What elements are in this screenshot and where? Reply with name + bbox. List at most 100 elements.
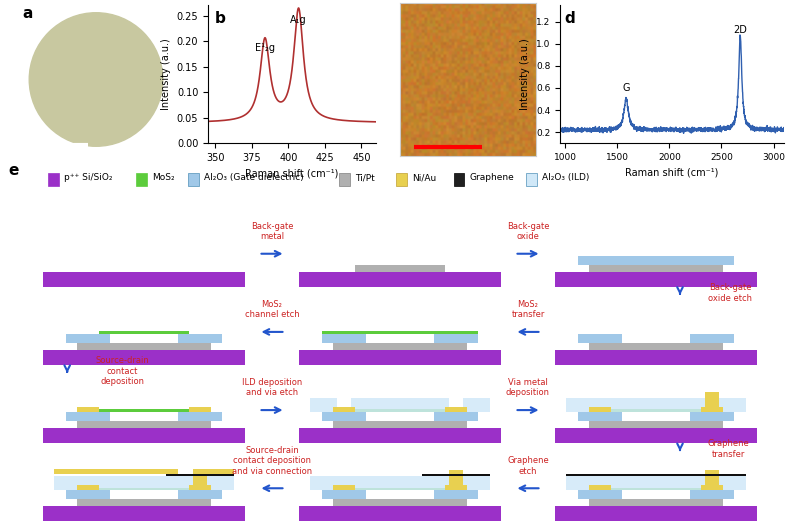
Bar [43,507,245,521]
Text: Graphene: Graphene [469,173,514,182]
Bar [589,343,723,350]
Text: G: G [622,83,630,93]
Bar [110,412,178,421]
Bar [555,507,757,521]
Bar [322,331,478,334]
Text: p⁺⁺ Si/SiO₂: p⁺⁺ Si/SiO₂ [64,173,112,182]
Bar [333,407,355,412]
Bar [706,470,718,490]
Bar [578,412,734,421]
Bar [355,488,445,490]
Bar [299,428,501,443]
Bar [555,350,757,365]
Bar [589,485,611,490]
Bar [310,476,490,490]
Bar [299,272,501,287]
Text: Back-gate
metal: Back-gate metal [250,222,294,241]
Bar [706,392,718,412]
Text: Graphene
transfer: Graphene transfer [708,439,750,459]
Bar [77,499,211,507]
Bar [622,412,690,421]
Bar [194,470,206,490]
Bar [189,485,211,490]
Bar [366,412,434,421]
FancyBboxPatch shape [526,173,537,186]
Bar [310,398,490,412]
FancyBboxPatch shape [397,173,407,186]
Bar [445,407,467,412]
Bar [422,474,490,476]
Bar [566,476,746,490]
Bar [366,334,434,343]
Bar [43,428,245,443]
Bar [333,407,355,412]
Bar [338,398,350,412]
Bar [622,334,690,343]
Text: A₁g: A₁g [290,15,307,25]
Bar [701,407,723,412]
Bar [99,409,189,412]
Bar [54,476,234,490]
Bar [110,490,178,499]
Bar [194,469,234,474]
Bar [99,488,189,490]
Bar [333,343,467,350]
Bar [322,490,478,499]
Y-axis label: Intensity (a.u.): Intensity (a.u.) [520,38,530,110]
Bar [589,421,723,428]
Bar [701,407,723,412]
Bar [189,407,211,412]
Bar [589,499,723,507]
Bar [701,485,723,490]
Bar [355,264,445,272]
Text: Graphene
etch: Graphene etch [507,456,549,475]
Text: ILD deposition
and via etch: ILD deposition and via etch [242,378,302,398]
Bar [54,469,178,474]
Bar [66,490,222,499]
Bar [66,412,222,421]
Text: Source-drain
contact
deposition: Source-drain contact deposition [95,356,149,386]
Bar [450,470,462,490]
Bar [77,485,99,490]
Bar [322,412,478,421]
Bar [589,407,611,412]
Text: e: e [8,163,18,178]
Bar [322,334,478,343]
Text: Al₂O₃ (ILD): Al₂O₃ (ILD) [542,173,590,182]
Bar [578,334,734,343]
Bar [77,343,211,350]
Bar [555,428,757,443]
Bar [450,398,462,412]
Bar [333,499,467,507]
Bar [333,485,355,490]
Text: 2D: 2D [734,25,747,35]
Bar [445,407,467,412]
Bar [578,256,734,264]
Text: E¹₂g: E¹₂g [255,43,275,53]
Bar [701,485,723,490]
Y-axis label: Intensity (a.u.): Intensity (a.u.) [161,38,171,110]
Bar [611,409,701,412]
FancyBboxPatch shape [189,173,199,186]
Bar [445,485,467,490]
Text: d: d [565,11,575,26]
FancyBboxPatch shape [339,173,350,186]
Bar [333,421,467,428]
Text: MoS₂: MoS₂ [152,173,174,182]
Bar [66,334,222,343]
Text: MoS₂
channel etch: MoS₂ channel etch [245,300,299,319]
Text: Ti/Pt: Ti/Pt [355,173,374,182]
Text: Back-gate
oxide: Back-gate oxide [506,222,550,241]
Text: Source-drain
contact deposition
and via connection: Source-drain contact deposition and via … [232,446,312,475]
Bar [366,490,434,499]
Text: a: a [23,6,34,21]
FancyBboxPatch shape [136,173,147,186]
Bar [611,488,701,490]
Bar [555,272,757,287]
Bar [77,421,211,428]
Bar [77,407,99,412]
Text: Ni/Au: Ni/Au [412,173,436,182]
Bar [622,490,690,499]
Bar [566,398,746,412]
Bar [333,485,355,490]
